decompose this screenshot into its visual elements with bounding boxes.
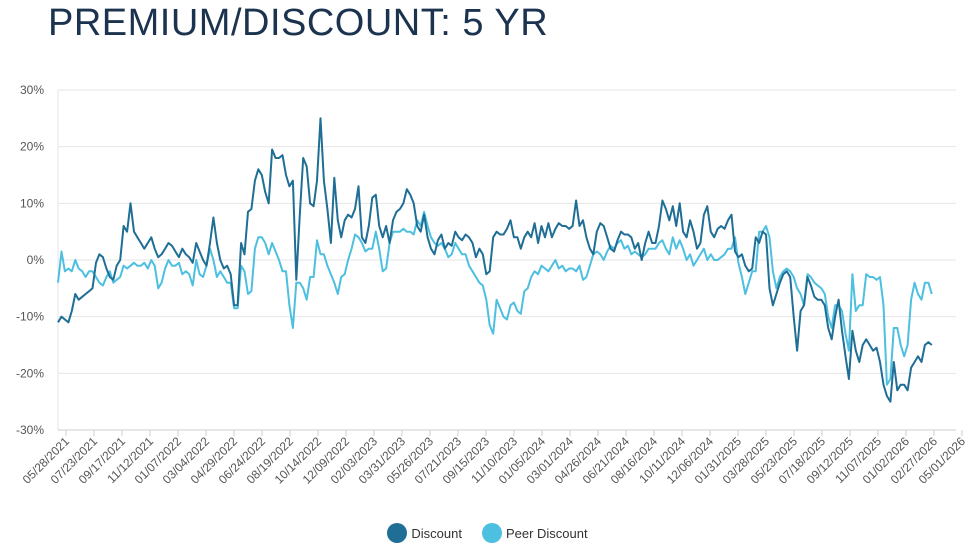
series-lines [57,117,933,403]
y-tick-label: 20% [20,140,44,154]
y-tick-label: 10% [20,196,44,210]
y-axis-ticks: 30% 20% 10% 0% -10% -20% -30% [16,83,44,437]
legend-label-peer-discount: Peer Discount [505,525,588,541]
x-axis-ticks: 05/28/202107/23/202109/17/202111/12/2021… [20,430,968,487]
legend-label-discount: Discount [411,525,462,541]
y-tick-label: -10% [16,310,44,324]
series-line-peer-discount [57,210,933,386]
y-tick-label: -30% [16,423,44,437]
legend-swatch-peer-discount [481,523,502,543]
legend: Discount Peer Discount [0,523,975,543]
legend-swatch-discount [387,523,408,543]
page-title: PREMIUM/DISCOUNT: 5 YR [48,2,549,44]
y-tick-label: 0% [27,253,45,267]
y-tick-label: -20% [16,366,44,380]
legend-item-discount[interactable]: Discount [387,523,462,543]
legend-item-peer-discount[interactable]: Peer Discount [481,523,588,543]
series-line-discount [57,117,933,403]
y-tick-label: 30% [20,83,44,97]
